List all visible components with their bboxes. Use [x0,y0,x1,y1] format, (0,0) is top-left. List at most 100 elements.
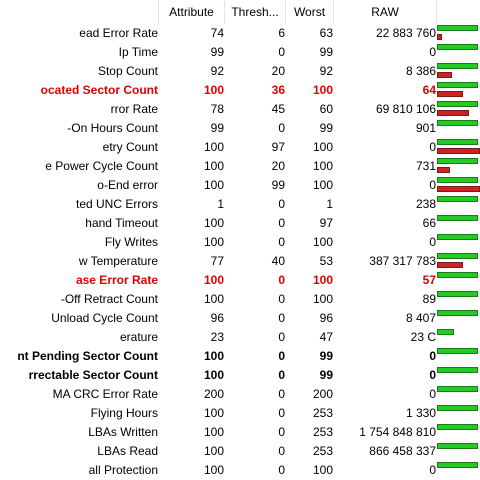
status-bars [436,233,480,252]
threshold-value: 0 [278,292,285,306]
table-row[interactable]: LBAs Written 100 0 253 1 754 848 810 [0,423,480,442]
attribute-name: hand Timeout [0,214,158,233]
raw-value: 0 [429,349,436,363]
raw-bar [437,186,480,192]
attribute-name: Unload Cycle Count [0,309,158,328]
header-raw[interactable]: RAW [371,5,399,19]
attribute-name: rrectable Sector Count [0,366,158,385]
raw-bar [437,148,480,154]
header-name[interactable] [0,0,158,24]
raw-value: 57 [422,273,436,287]
worst-value: 200 [312,387,333,401]
worst-value: 63 [319,26,333,40]
table-row[interactable]: ted UNC Errors 1 0 1 238 [0,195,480,214]
health-bar [437,215,478,221]
raw-value: 0 [429,463,436,477]
attribute-name-text: e Power Cycle Count [45,159,158,173]
attribute-name: ocated Sector Count [0,81,158,100]
threshold-value: 0 [278,406,285,420]
health-bar [437,272,478,278]
table-row[interactable]: ocated Sector Count 100 36 100 64 [0,81,480,100]
table-row[interactable]: all Protection 100 0 100 0 [0,461,480,480]
table-row[interactable]: Ip Time 99 0 99 0 [0,43,480,62]
threshold-value: 0 [278,216,285,230]
table-row[interactable]: rrectable Sector Count 100 0 99 0 [0,366,480,385]
table-row[interactable]: rror Rate 78 45 60 69 810 106 [0,100,480,119]
status-bars [436,461,480,480]
attribute-name-text: rror Rate [110,102,158,116]
attribute-name-text: o-End error [97,178,158,192]
worst-value: 1 [326,197,333,211]
threshold-value: 0 [278,197,285,211]
threshold-value: 40 [271,254,285,268]
attribute-name: rror Rate [0,100,158,119]
attribute-value: 100 [203,273,224,287]
header-graph[interactable] [437,0,480,24]
header-divider[interactable] [333,0,334,24]
attribute-name-text: -Off Retract Count [60,292,158,306]
health-bar [437,291,478,297]
table-row[interactable]: MA CRC Error Rate 200 0 200 0 [0,385,480,404]
header-attribute[interactable]: Attribute [169,5,214,19]
table-row[interactable]: Fly Writes 100 0 100 0 [0,233,480,252]
health-bar [437,177,478,183]
attribute-value: 99 [210,121,224,135]
health-bar [437,348,478,354]
threshold-value: 20 [271,159,285,173]
table-row[interactable]: hand Timeout 100 0 97 66 [0,214,480,233]
threshold-value: 0 [278,235,285,249]
status-bars [436,43,480,62]
attribute-value: 100 [203,463,224,477]
table-row[interactable]: ase Error Rate 100 0 100 57 [0,271,480,290]
header-divider[interactable] [436,0,437,24]
attribute-name: o-End error [0,176,158,195]
health-bar [437,44,478,50]
attribute-name: LBAs Read [0,442,158,461]
status-bars [436,62,480,81]
threshold-value: 0 [278,121,285,135]
table-row[interactable]: w Temperature 77 40 53 387 317 783 [0,252,480,271]
table-row[interactable]: nt Pending Sector Count 100 0 99 0 [0,347,480,366]
table-row[interactable]: erature 23 0 47 23 C [0,328,480,347]
raw-value: 0 [429,45,436,59]
raw-bar [437,110,469,116]
threshold-value: 0 [278,45,285,59]
status-bars [436,309,480,328]
attribute-name-text: rrectable Sector Count [28,368,158,382]
status-bars [436,271,480,290]
table-row[interactable]: ead Error Rate 74 6 63 22 883 760 [0,24,480,43]
header-divider[interactable] [224,0,225,24]
table-row[interactable]: e Power Cycle Count 100 20 100 731 [0,157,480,176]
table-row[interactable]: LBAs Read 100 0 253 866 458 337 [0,442,480,461]
health-bar [437,329,454,335]
header-threshold[interactable]: Thresh... [231,5,279,19]
table-row[interactable]: o-End error 100 99 100 0 [0,176,480,195]
attribute-value: 100 [203,368,224,382]
attribute-name: ted UNC Errors [0,195,158,214]
attribute-value: 100 [203,159,224,173]
raw-value: 69 810 106 [375,102,436,116]
raw-bar [437,72,452,78]
attribute-value: 100 [203,83,224,97]
attribute-value: 100 [203,349,224,363]
worst-value: 253 [312,406,333,420]
health-bar [437,310,478,316]
raw-value: 731 [415,159,436,173]
table-row[interactable]: etry Count 100 97 100 0 [0,138,480,157]
header-worst[interactable]: Worst [293,5,326,19]
table-row[interactable]: Flying Hours 100 0 253 1 330 [0,404,480,423]
attribute-value: 100 [203,140,224,154]
health-bar [437,234,478,240]
header-divider[interactable] [158,0,159,24]
attribute-value: 100 [203,425,224,439]
table-row[interactable]: -Off Retract Count 100 0 100 89 [0,290,480,309]
header-divider[interactable] [285,0,286,24]
raw-value: 8 386 [405,64,436,78]
table-row[interactable]: Unload Cycle Count 96 0 96 8 407 [0,309,480,328]
attribute-value: 23 [210,330,224,344]
attribute-name-text: ead Error Rate [79,26,158,40]
health-bar [437,101,478,107]
table-row[interactable]: Stop Count 92 20 92 8 386 [0,62,480,81]
table-row[interactable]: -On Hours Count 99 0 99 901 [0,119,480,138]
raw-value: 0 [429,178,436,192]
